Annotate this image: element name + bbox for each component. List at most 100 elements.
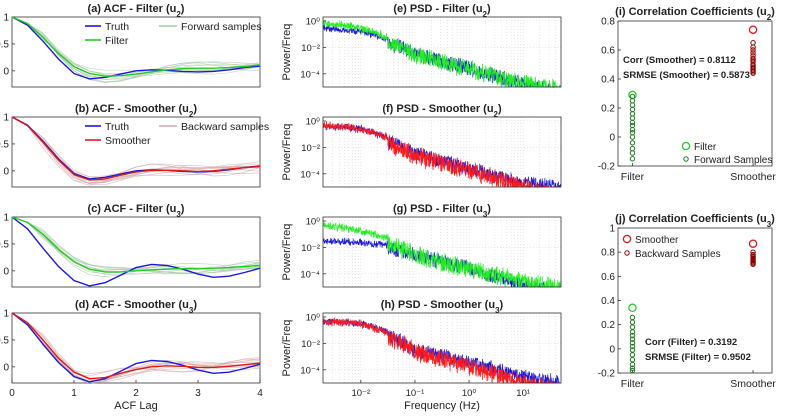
- chart-title-subscript: 2: [189, 110, 194, 119]
- annotation-srmse: SRMSE (Smoother) = 0.5873: [623, 70, 750, 81]
- chart-title-end: ): [193, 299, 197, 311]
- y-tick-label: 10⁰: [306, 216, 321, 227]
- x-axis-label: Frequency (Hz): [404, 400, 480, 412]
- chart-title-subscript: 2: [494, 110, 499, 119]
- y-tick-label: 0: [609, 133, 615, 144]
- truth-line: [11, 216, 261, 287]
- y-tick-label: 0: [3, 166, 9, 177]
- chart-title-main: (b) ACF - Smoother (u: [75, 103, 189, 115]
- legend-marker-smoother: [622, 234, 632, 244]
- y-tick-label: 10⁻⁴: [300, 169, 320, 180]
- sample-line: [11, 216, 261, 275]
- plot-area: [617, 20, 773, 167]
- chart-title: (j) Correlation Coefficients (u3): [615, 213, 775, 229]
- y-tick-label: 1: [3, 113, 9, 124]
- truth-psd-line: [322, 122, 562, 188]
- sample-line: [11, 312, 261, 381]
- plot-area: [11, 16, 261, 88]
- chart-title-main: (c) ACF - Filter (u: [88, 203, 177, 215]
- chart-title: (f) PSD - Smoother (u2): [382, 103, 502, 119]
- y-tick-label: 10⁰: [306, 16, 321, 27]
- x-tick-label: 10¹: [516, 388, 530, 399]
- chart-title-main: (i) Correlation Coefficients (u: [615, 6, 767, 18]
- sample-line: [11, 216, 261, 274]
- truth-line: [11, 16, 261, 80]
- chart-title: (b) ACF - Smoother (u2): [75, 103, 197, 119]
- data-point-forward-samples: [629, 127, 636, 133]
- y-axis-label: Power/Freq: [281, 124, 293, 181]
- y-tick-label: 1: [3, 213, 9, 224]
- y-tick-label: 0.8: [601, 248, 615, 259]
- chart-title-end: ): [500, 299, 504, 311]
- data-point-filter: [628, 303, 637, 312]
- y-axis-label: Power/Freq: [281, 224, 293, 281]
- x-tick-label-filter: Filter: [621, 378, 645, 390]
- chart-title-subscript: 3: [189, 306, 194, 315]
- y-tick-label: 10⁰: [306, 116, 321, 127]
- truth-line: [11, 312, 261, 383]
- plot-area: [11, 116, 261, 188]
- chart-title-main: (j) Correlation Coefficients (u: [615, 213, 767, 225]
- y-tick-label: 0.8: [601, 17, 615, 28]
- x-tick-label: 2: [133, 388, 139, 399]
- data-point-backward-samples: [750, 44, 756, 50]
- data-point-forward-samples: [629, 111, 636, 117]
- chart-title-subscript: 3: [495, 306, 500, 315]
- data-point-backward-samples: [750, 261, 756, 267]
- chart-title-end: ): [193, 103, 197, 115]
- y-tick-label: 1: [3, 309, 9, 320]
- chart-title-main: (a) ACF - Filter (u: [88, 3, 177, 15]
- chart-title: (i) Correlation Coefficients (u2): [615, 6, 775, 22]
- y-tick-label: 10⁻⁴: [300, 269, 320, 280]
- data-point-forward-samples: [629, 319, 636, 325]
- chart-title: (a) ACF - Filter (u2): [88, 3, 185, 19]
- data-point-forward-samples: [629, 106, 636, 113]
- y-tick-label: 10⁻²: [301, 339, 320, 350]
- x-tick-label: 10⁻²: [351, 388, 370, 399]
- data-point-forward-samples: [629, 140, 636, 146]
- data-point-forward-samples: [629, 156, 636, 162]
- data-point-forward-samples: [629, 357, 636, 363]
- data-point-forward-samples: [629, 367, 636, 374]
- chart-title-main: (e) PSD - Filter (u: [393, 3, 482, 15]
- smoother-psd-line: [322, 317, 561, 384]
- x-tick-label: 1: [71, 388, 77, 399]
- y-tick-label: 10⁰: [306, 312, 321, 323]
- legend-marker-forward: [683, 156, 689, 162]
- data-point-forward-samples: [629, 115, 636, 121]
- legend-label-filter: Filter: [694, 142, 717, 153]
- data-point-forward-samples: [629, 332, 636, 339]
- data-point-forward-samples: [629, 134, 636, 140]
- chart-title-subscript: 3: [483, 210, 488, 219]
- x-tick-label: 3: [195, 388, 201, 399]
- data-point-forward-samples: [629, 352, 636, 358]
- sample-line: [11, 116, 261, 182]
- y-tick-label: 10⁻²: [301, 143, 320, 154]
- chart-title: (e) PSD - Filter (u2): [393, 3, 491, 19]
- smoother-line: [11, 116, 261, 181]
- chart-title: (g) PSD - Filter (u3): [393, 203, 491, 219]
- data-point-forward-samples: [629, 324, 636, 330]
- plot-area: [322, 116, 562, 188]
- chart-title-main: (g) PSD - Filter (u: [393, 203, 483, 215]
- chart-title-subscript: 2: [767, 13, 772, 22]
- data-point-forward-samples: [629, 343, 636, 350]
- y-tick-label: -0.2: [598, 369, 616, 380]
- chart-title-end: ): [498, 103, 502, 115]
- data-point-backward-samples: [750, 47, 756, 53]
- y-tick-label: 10⁻⁴: [300, 69, 320, 80]
- plot-area: [322, 312, 562, 384]
- data-point-forward-samples: [629, 329, 636, 335]
- data-point-forward-samples: [629, 150, 636, 156]
- filter-psd-line: [322, 221, 562, 288]
- y-tick-label: 1: [609, 224, 615, 235]
- chart-title-main: (d) ACF - Smoother (u: [75, 299, 189, 311]
- y-tick-label: 0.5: [0, 39, 9, 50]
- y-tick-label: -0.2: [598, 162, 616, 173]
- chart-title-end: ): [771, 213, 775, 225]
- data-point-smoother: [748, 239, 758, 248]
- y-tick-label: 0.4: [601, 75, 615, 86]
- y-tick-label: 0.5: [0, 239, 9, 250]
- y-tick-label: 0.4: [601, 296, 615, 307]
